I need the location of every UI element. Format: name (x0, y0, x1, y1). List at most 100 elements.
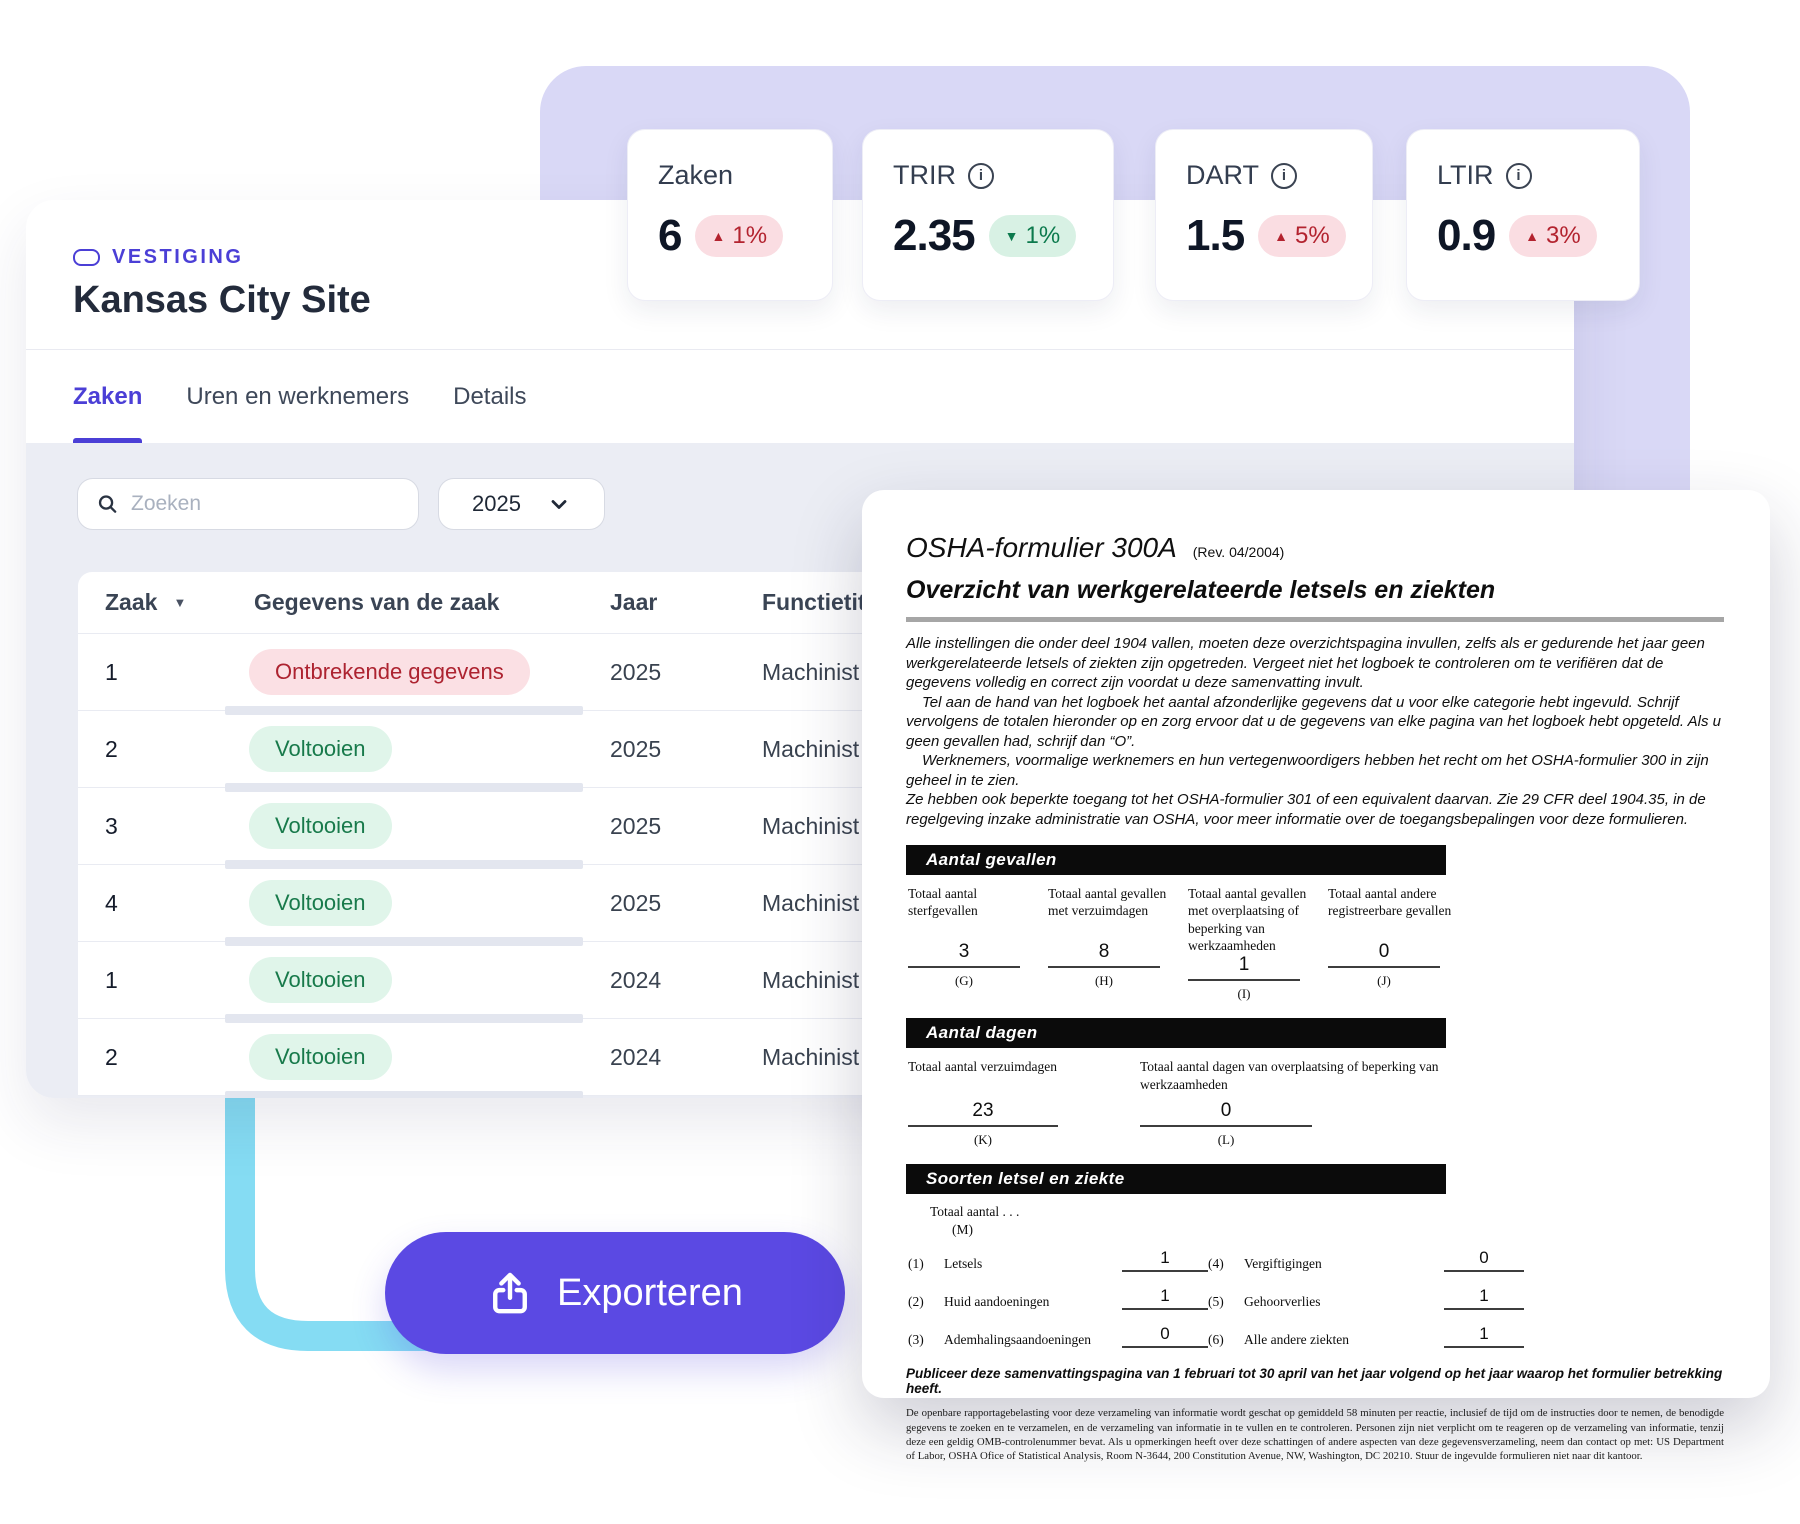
cell-functietitel: Machinist (762, 1043, 860, 1070)
cell-functietitel: Machinist (762, 812, 860, 839)
cell-zaak: 1 (105, 658, 118, 685)
section-header-aantal-dagen: Aantal dagen (906, 1018, 1446, 1049)
kpi-delta-badge: ▲ 1% (695, 215, 784, 257)
divider (906, 617, 1724, 622)
tag-icon (73, 249, 100, 266)
tab-uren-en-werknemers[interactable]: Uren en werknemers (186, 382, 410, 410)
column-header-zaak[interactable]: Zaak ▼ (78, 589, 249, 616)
field-value: 8 (1048, 941, 1160, 968)
kpi-delta-value: 1% (732, 222, 768, 249)
cell-zaak: 3 (105, 812, 118, 839)
kpi-value: 2.35 (893, 211, 976, 260)
kpi-card-dart: DART 1.5 ▲ 5% (1155, 129, 1373, 301)
field-label: Totaal aantal dagen van overplaatsing of… (1140, 1059, 1439, 1092)
item-value: 1 (1444, 1286, 1524, 1311)
item-label: Huid aandoeningen (944, 1294, 1050, 1310)
kpi-label: TRIR (893, 160, 956, 190)
status-badge: Voltooien (249, 957, 392, 1003)
item-number: (4) (1208, 1256, 1224, 1272)
form-field: Totaal aantal dagen van overplaatsing of… (1140, 1058, 1470, 1148)
year-filter-dropdown[interactable]: 2025 (438, 478, 605, 530)
osha-form-revision: (Rev. 04/2004) (1192, 544, 1285, 560)
publish-note: Publiceer deze samenvattingspagina van 1… (906, 1366, 1723, 1397)
tab-details[interactable]: Details (453, 382, 527, 410)
table-row[interactable]: 2 Voltooien 2024 Machinist (78, 1019, 1548, 1098)
status-badge: Voltooien (249, 803, 392, 849)
table-row[interactable]: 1 Ontbrekende gegevens 2025 Machinist (78, 634, 1548, 715)
soorten-fields: (1) Letsels 1 (4) Vergiftigingen 0 (2) H… (908, 1248, 1724, 1349)
field-label: Totaal aantal gevallen met overplaatsing… (1188, 886, 1307, 953)
chevron-down-icon (551, 500, 567, 509)
table-row[interactable]: 3 Voltooien 2025 Machinist (78, 788, 1548, 869)
info-icon[interactable] (1505, 162, 1532, 189)
item-value: 0 (1122, 1324, 1208, 1349)
column-label: Zaak (105, 589, 158, 615)
tab-zaken[interactable]: Zaken (73, 350, 143, 443)
osha-form-subtitle: Overzicht van werkgerelateerde letsels e… (906, 576, 1496, 604)
kpi-card-trir: TRIR 2.35 ▼ 1% (862, 129, 1114, 301)
field-value: 0 (1328, 941, 1440, 968)
form-field: (5) Gehoorverlies 1 (1208, 1286, 1524, 1311)
section-header-aantal-gevallen: Aantal gevallen (906, 845, 1446, 875)
info-icon[interactable] (1271, 162, 1298, 189)
cell-jaar: 2025 (610, 658, 662, 685)
kpi-card-zaken: Zaken 6 ▲ 1% (627, 129, 833, 301)
kpi-delta-badge: ▲ 5% (1258, 215, 1346, 257)
export-button[interactable]: Exporteren (385, 1232, 845, 1354)
field-value: 23 (908, 1100, 1058, 1128)
form-field: (2) Huid aandoeningen 1 (908, 1286, 1208, 1311)
kpi-label: LTIR (1437, 160, 1494, 190)
form-field: Totaal aantal gevallen met verzuimdagen … (1048, 885, 1179, 1002)
item-label: Vergiftigingen (1244, 1256, 1322, 1272)
status-badge: Voltooien (249, 880, 392, 926)
cell-functietitel: Machinist (762, 735, 860, 762)
trend-up-icon: ▲ (711, 228, 726, 244)
trend-down-icon: ▼ (1004, 228, 1019, 244)
field-label: Totaal aantal andere registreerbare geva… (1328, 886, 1452, 919)
form-field: Totaal aantal andere registreerbare geva… (1328, 885, 1459, 1002)
item-number: (1) (908, 1256, 924, 1272)
info-icon[interactable] (968, 162, 994, 189)
kpi-delta-value: 5% (1295, 222, 1330, 249)
search-input[interactable] (129, 491, 404, 517)
status-badge: Voltooien (249, 1034, 392, 1080)
eyebrow-label: VESTIGING (112, 246, 244, 268)
item-number: (3) (908, 1332, 924, 1348)
year-filter-value: 2025 (472, 491, 521, 516)
table-row[interactable]: 4 Voltooien 2025 Machinist (78, 865, 1548, 946)
cell-functietitel: Machinist (762, 889, 860, 916)
item-value: 0 (1444, 1248, 1524, 1273)
intro-paragraph: Tel aan de hand van het logboek het aant… (906, 693, 1722, 750)
intro-paragraph: Ze hebben ook beperkte toegang tot het O… (906, 791, 1706, 828)
item-value: 1 (1122, 1286, 1208, 1311)
field-label: Totaal aantal verzuimdagen (908, 1059, 1057, 1075)
field-label: Totaal aantal gevallen met verzuimdagen (1048, 886, 1167, 919)
sort-caret-icon: ▼ (173, 595, 187, 610)
table-row[interactable]: 2 Voltooien 2025 Machinist (78, 711, 1548, 792)
kpi-delta-value: 1% (1025, 222, 1061, 249)
search-box (77, 478, 419, 530)
field-code: (I) (1237, 986, 1251, 1002)
form-field: Totaal aantal gevallen met overplaatsing… (1188, 885, 1319, 1002)
form-field: Totaal aantal verzuimdagen 23 (K) (908, 1058, 1140, 1148)
osha-form-title: OSHA-formulier 300A (906, 532, 1177, 563)
cell-jaar: 2025 (610, 889, 662, 916)
field-label: Totaal aantal sterfgevallen (908, 886, 978, 919)
cell-zaak: 1 (105, 966, 118, 993)
item-number: (5) (1208, 1294, 1224, 1310)
trend-up-icon: ▲ (1274, 228, 1289, 244)
export-button-label: Exporteren (557, 1271, 743, 1314)
intro-paragraph: Werknemers, voormalige werknemers en hun… (906, 752, 1709, 789)
form-field: Totaal aantal sterfgevallen 3 (G) (908, 885, 1039, 1002)
breadcrumb: VESTIGING (73, 246, 1528, 269)
kpi-value: 0.9 (1437, 211, 1496, 260)
kpi-label: Zaken (658, 160, 734, 190)
cell-jaar: 2024 (610, 1043, 662, 1070)
total-code: (M) (952, 1222, 973, 1238)
column-header-jaar: Jaar (610, 589, 658, 615)
item-number: (6) (1208, 1332, 1224, 1348)
table-row[interactable]: 1 Voltooien 2024 Machinist (78, 942, 1548, 1023)
kpi-label: DART (1186, 160, 1260, 190)
cell-jaar: 2024 (610, 966, 662, 993)
